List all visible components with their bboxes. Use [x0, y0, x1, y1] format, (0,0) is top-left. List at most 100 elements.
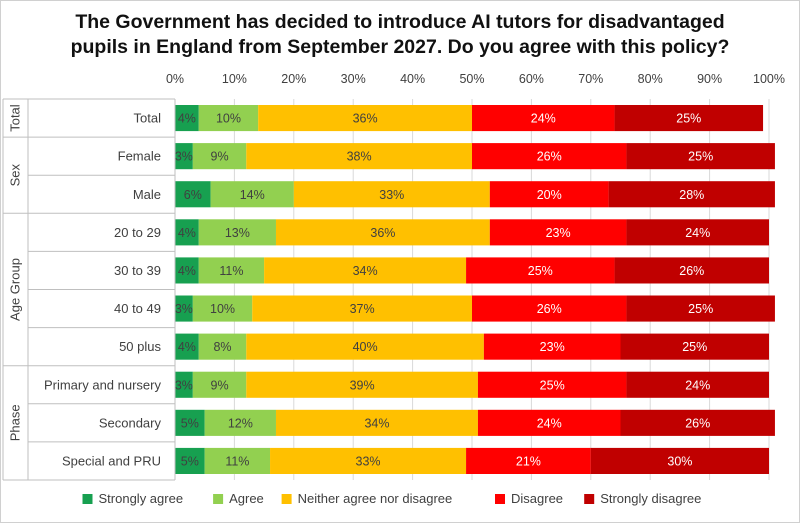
bar-segment: [192, 295, 253, 322]
bar-segment: [175, 295, 193, 322]
bar-segment: [192, 371, 247, 398]
x-tick-label: 20%: [281, 72, 306, 86]
bar-segment: [204, 447, 271, 474]
bar-segment: [175, 257, 199, 284]
bar-segment: [175, 181, 211, 208]
x-tick-label: 40%: [400, 72, 425, 86]
x-tick-label: 90%: [697, 72, 722, 86]
data-label: 24%: [537, 416, 562, 430]
data-label: 4%: [178, 112, 196, 126]
bar-segment: [472, 143, 627, 170]
bar-segment: [472, 295, 627, 322]
bar-segment: [489, 181, 609, 208]
bar-segment: [293, 181, 490, 208]
legend-label: Agree: [229, 491, 264, 506]
data-label: 30%: [667, 454, 692, 468]
bar-segment: [626, 143, 775, 170]
data-label: 25%: [540, 378, 565, 392]
bar-segment: [466, 447, 591, 474]
data-label: 10%: [210, 302, 235, 316]
bar-segment: [626, 371, 769, 398]
bar-segment: [477, 409, 621, 436]
data-label: 38%: [347, 150, 372, 164]
bar-segment: [626, 219, 769, 246]
bar-segment: [246, 143, 472, 170]
bar-segment: [175, 371, 193, 398]
legend-swatch: [82, 494, 93, 504]
data-label: 9%: [211, 378, 229, 392]
bar-segment: [210, 181, 294, 208]
data-label: 10%: [216, 112, 241, 126]
data-label: 25%: [682, 340, 707, 354]
data-label: 34%: [364, 416, 389, 430]
x-tick-label: 30%: [341, 72, 366, 86]
bar-segment: [620, 333, 769, 360]
legend-label: Disagree: [511, 491, 563, 506]
category-label: Primary and nursery: [44, 377, 162, 392]
category-label: Special and PRU: [62, 453, 161, 468]
data-label: 3%: [175, 150, 193, 164]
bar-segment: [252, 295, 472, 322]
data-label: 12%: [228, 416, 253, 430]
legend-label: Neither agree nor disagree: [298, 491, 453, 506]
legend-swatch: [495, 494, 505, 504]
data-label: 37%: [350, 302, 375, 316]
data-label: 8%: [213, 340, 231, 354]
data-label: 23%: [546, 226, 571, 240]
data-label: 4%: [178, 226, 196, 240]
bar-segment: [466, 257, 615, 284]
legend-swatch: [281, 494, 292, 504]
bar-segment: [198, 257, 265, 284]
category-label: 50 plus: [119, 339, 161, 354]
x-tick-label: 50%: [459, 72, 484, 86]
bar-segment: [175, 219, 199, 246]
x-tick-label: 100%: [753, 72, 785, 86]
data-label: 4%: [178, 264, 196, 278]
x-tick-label: 10%: [222, 72, 247, 86]
data-label: 25%: [688, 302, 713, 316]
bar-segment: [626, 295, 775, 322]
group-label: Total: [7, 104, 22, 132]
category-label: Total: [134, 111, 162, 126]
bar-segment: [246, 333, 484, 360]
bar-segment: [608, 181, 775, 208]
data-label: 36%: [370, 226, 395, 240]
bar-segment: [258, 105, 472, 132]
bar-segment: [614, 105, 764, 132]
x-tick-label: 0%: [166, 72, 184, 86]
data-label: 39%: [350, 378, 375, 392]
data-label: 40%: [353, 340, 378, 354]
data-label: 6%: [184, 188, 202, 202]
bar-segment: [175, 333, 199, 360]
data-label: 3%: [175, 378, 193, 392]
data-label: 34%: [353, 264, 378, 278]
category-label: 20 to 29: [114, 225, 161, 240]
data-label: 4%: [178, 340, 196, 354]
group-label: Phase: [7, 404, 22, 441]
bar-segment: [477, 371, 627, 398]
bar-segment: [472, 105, 615, 132]
bar-segment: [198, 333, 247, 360]
data-label: 24%: [685, 226, 710, 240]
bar-segment: [175, 143, 193, 170]
x-tick-label: 60%: [519, 72, 544, 86]
data-label: 20%: [537, 188, 562, 202]
data-label: 3%: [175, 302, 193, 316]
bar-segment: [198, 219, 276, 246]
data-label: 26%: [685, 416, 710, 430]
data-label: 5%: [181, 454, 199, 468]
data-label: 26%: [537, 302, 562, 316]
bar-segment: [275, 409, 478, 436]
chart-title-line: The Government has decided to introduce …: [75, 11, 724, 33]
bar-segment: [192, 143, 247, 170]
bar-segment: [489, 219, 627, 246]
legend-swatch: [213, 494, 224, 504]
data-label: 36%: [353, 112, 378, 126]
data-label: 21%: [516, 454, 541, 468]
bar-segment: [620, 409, 775, 436]
bar-segment: [175, 447, 205, 474]
bar-segment: [175, 105, 199, 132]
data-label: 24%: [531, 112, 556, 126]
